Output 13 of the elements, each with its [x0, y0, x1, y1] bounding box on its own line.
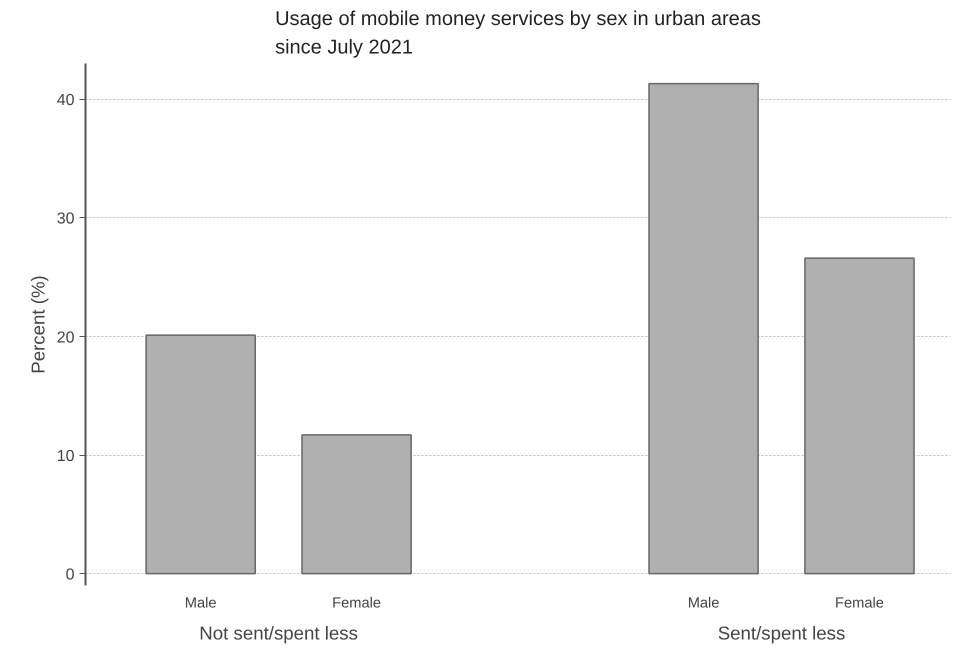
y-tick-label: 0	[66, 566, 75, 584]
y-tick-label: 30	[56, 210, 75, 228]
text: Female	[835, 596, 884, 612]
y-tick-label: 10	[56, 448, 75, 465]
y-axis-title: Percent (%)	[28, 275, 49, 374]
x-tick-label: Not sent/spent less	[199, 622, 358, 644]
series-label: Male	[184, 596, 217, 612]
x-tick-label: Sent/spent less	[718, 622, 846, 644]
chart-title: Usage of mobile money services by sex in urban areas since July 2021	[275, 8, 761, 58]
series-label: Female	[332, 596, 382, 612]
y-tick-label: 20	[56, 329, 75, 346]
text: Male	[688, 596, 720, 612]
y-tick-label: 40	[56, 92, 75, 110]
